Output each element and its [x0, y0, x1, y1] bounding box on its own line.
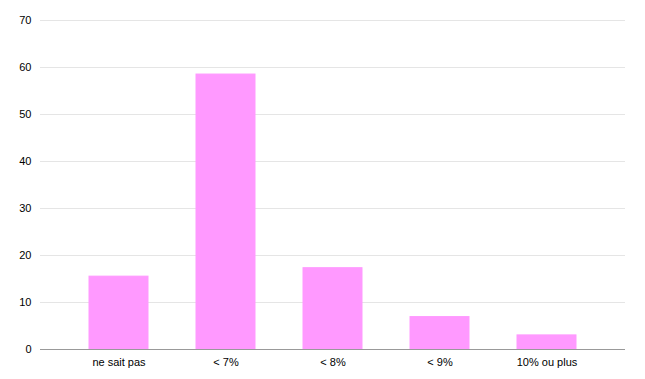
svg-text:50: 50 [19, 108, 31, 120]
svg-text:ne sait pas: ne sait pas [92, 356, 146, 368]
svg-text:60: 60 [19, 61, 31, 73]
svg-text:< 9%: < 9% [427, 356, 453, 368]
svg-text:30: 30 [19, 202, 31, 214]
svg-text:0: 0 [25, 343, 31, 355]
svg-text:< 7%: < 7% [213, 356, 239, 368]
svg-text:40: 40 [19, 155, 31, 167]
svg-text:< 8%: < 8% [320, 356, 346, 368]
svg-text:10: 10 [19, 296, 31, 308]
svg-text:20: 20 [19, 249, 31, 261]
svg-text:70: 70 [19, 14, 31, 26]
svg-text:10% ou plus: 10% ou plus [517, 356, 578, 368]
